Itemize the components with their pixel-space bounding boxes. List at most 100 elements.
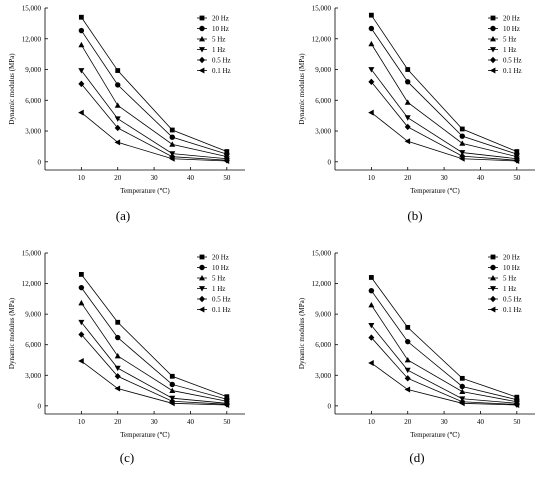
legend-marker [199,275,205,281]
data-point [114,365,121,372]
y-tick-label: 3,000 [25,128,41,136]
data-point [368,67,375,73]
data-point [78,299,85,306]
series-line [81,17,227,152]
legend-label: 10 Hz [503,264,520,272]
series-line [81,83,227,161]
y-tick-label: 0 [38,402,42,410]
legend-marker [490,264,496,271]
data-point [368,109,374,116]
legend-label: 1 Hz [212,285,225,293]
data-point [78,14,84,20]
data-point [368,360,374,367]
data-point [78,41,85,48]
data-point [459,150,466,156]
y-tick-label: 9,000 [315,66,331,74]
data-point [78,27,85,34]
chart-panel-a: 0 3,000 6,000 9,000 12,000 15,000 10 20 30 40 50 Te… [8,5,245,223]
data-point [404,99,411,105]
y-tick-label: 9,000 [315,311,331,319]
data-point [78,68,85,74]
series-line [81,70,227,160]
x-tick-label: 50 [513,418,521,426]
legend-label: 0.1 Hz [503,306,522,314]
legend-label: 5 Hz [212,36,225,44]
x-tick-label: 30 [151,418,159,426]
series-line [371,14,517,152]
data-point [459,388,466,394]
y-tick-label: 6,000 [25,97,41,105]
data-point [78,319,85,326]
series-line [371,43,517,158]
legend-label: 1 Hz [212,46,225,54]
legend-marker [199,15,205,21]
data-point [405,338,411,345]
legend-label: 0.1 Hz [212,67,231,75]
data-point [115,319,121,325]
legend-label: 5 Hz [212,275,225,283]
data-point [223,402,230,409]
legend-marker [490,47,496,53]
y-tick-label: 15,000 [312,250,332,258]
series-line [371,277,517,398]
chart-panel-c: 0 3,000 6,000 9,000 12,000 15,000 10 20 30 40 50 Te… [8,250,245,465]
data-point [404,138,411,145]
legend-marker [490,25,496,32]
legend-marker [490,15,496,21]
data-point [368,78,375,86]
series-line [371,290,517,401]
data-point [78,284,85,291]
data-point [368,301,375,308]
x-tick-label: 50 [223,418,231,426]
legend-label: 5 Hz [503,36,516,44]
panel-caption: (a) [116,208,130,223]
y-tick-label: 9,000 [25,66,41,74]
y-tick-label: 3,000 [315,128,331,136]
y-tick-label: 15,000 [22,5,42,13]
data-point [368,334,375,341]
x-axis-title: Temperature (℃) [410,187,460,195]
legend-marker [490,286,496,292]
x-tick-label: 20 [114,418,122,426]
panel-caption: (d) [409,450,424,465]
data-point [115,334,121,341]
y-tick-label: 9,000 [25,311,41,319]
data-point [368,322,375,329]
y-axis-title: Dynamic modulus (MPa) [298,297,306,369]
data-point [404,367,411,374]
panel-caption: (c) [120,450,134,465]
x-tick-label: 20 [114,174,122,182]
y-tick-label: 15,000 [312,5,332,13]
legend-label: 20 Hz [212,15,229,23]
data-point [115,82,121,88]
legend-marker [490,295,496,303]
x-axis-title: Temperature (℃) [120,431,170,439]
legend-label: 1 Hz [503,285,516,293]
data-point [368,275,374,280]
legend-label: 0.5 Hz [503,57,522,65]
series-line [81,360,227,406]
series-line [81,112,227,162]
data-point [223,157,230,164]
data-point [169,134,175,140]
data-point [368,40,375,47]
data-point [404,386,411,393]
data-point [169,400,175,407]
y-tick-label: 3,000 [25,372,41,380]
x-tick-label: 10 [368,418,376,426]
data-point [459,375,465,381]
x-axis-title: Temperature (℃) [410,431,460,439]
data-point [404,356,411,363]
y-tick-label: 6,000 [315,97,331,105]
legend-marker [199,25,205,32]
x-tick-label: 10 [368,174,376,182]
legend-label: 20 Hz [212,254,229,262]
x-axis-title: Temperature (℃) [120,187,170,195]
series-line [371,304,517,403]
data-point [405,67,411,72]
data-point [78,80,85,88]
data-point [368,12,374,18]
data-point [513,402,520,409]
legend-label: 10 Hz [212,25,229,33]
y-axis-title: Dynamic modulus (MPa) [8,53,16,125]
